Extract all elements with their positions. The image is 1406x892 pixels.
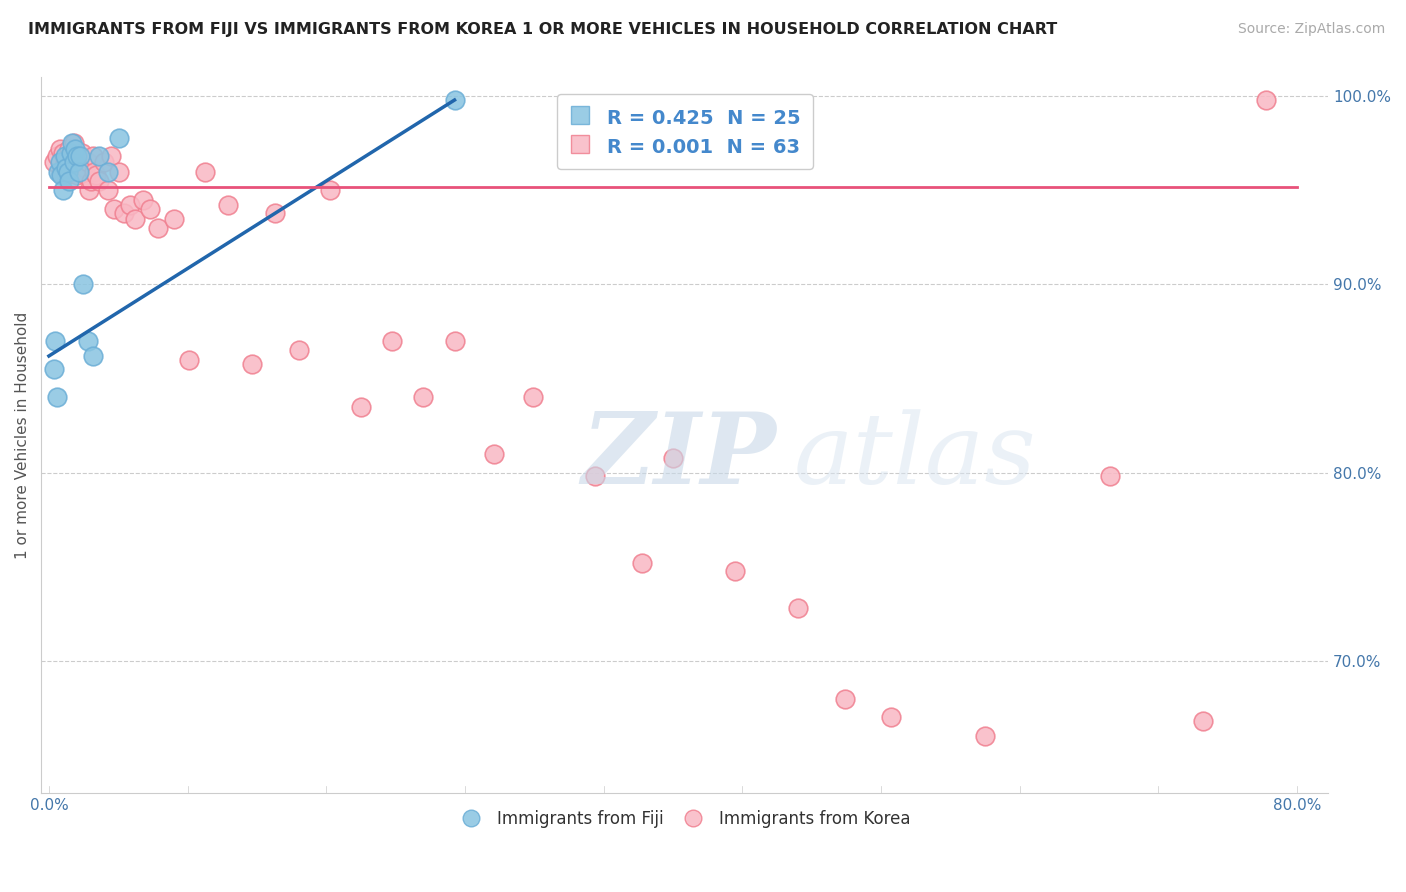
Point bbox=[66, 169, 89, 183]
Text: IMMIGRANTS FROM FIJI VS IMMIGRANTS FROM KOREA 1 OR MORE VEHICLES IN HOUSEHOLD CO: IMMIGRANTS FROM FIJI VS IMMIGRANTS FROM … bbox=[28, 22, 1057, 37]
Point bbox=[83, 164, 105, 178]
Point bbox=[1098, 469, 1121, 483]
Point bbox=[51, 169, 73, 183]
Point bbox=[350, 400, 373, 414]
Point bbox=[60, 149, 83, 163]
Point bbox=[45, 391, 67, 405]
Point bbox=[87, 174, 110, 188]
Point bbox=[55, 169, 77, 183]
Point bbox=[146, 221, 169, 235]
Point bbox=[46, 164, 69, 178]
Point bbox=[974, 729, 997, 743]
Point bbox=[63, 155, 86, 169]
Point bbox=[724, 564, 747, 578]
Point bbox=[1254, 93, 1277, 107]
Point bbox=[834, 691, 856, 706]
Point bbox=[108, 164, 131, 178]
Point bbox=[87, 149, 110, 163]
Point bbox=[58, 142, 80, 156]
Point bbox=[103, 202, 125, 217]
Point bbox=[108, 130, 131, 145]
Point bbox=[112, 206, 135, 220]
Point bbox=[59, 145, 82, 160]
Point bbox=[118, 198, 141, 212]
Point bbox=[69, 149, 91, 163]
Point bbox=[97, 183, 120, 197]
Point bbox=[82, 349, 104, 363]
Point bbox=[44, 334, 66, 348]
Point bbox=[100, 149, 122, 163]
Point bbox=[97, 164, 120, 178]
Point bbox=[84, 169, 107, 183]
Point bbox=[217, 198, 239, 212]
Point bbox=[58, 174, 80, 188]
Point bbox=[56, 164, 79, 178]
Point bbox=[69, 149, 91, 163]
Point bbox=[381, 334, 404, 348]
Point bbox=[287, 343, 309, 358]
Point bbox=[49, 142, 72, 156]
Legend: Immigrants from Fiji, Immigrants from Korea: Immigrants from Fiji, Immigrants from Ko… bbox=[453, 803, 917, 834]
Point bbox=[59, 155, 82, 169]
Point bbox=[163, 211, 186, 226]
Text: atlas: atlas bbox=[794, 409, 1036, 504]
Point bbox=[67, 155, 90, 169]
Point bbox=[72, 277, 94, 292]
Point bbox=[179, 352, 201, 367]
Point bbox=[51, 164, 73, 178]
Point bbox=[319, 183, 342, 197]
Point bbox=[1192, 714, 1215, 728]
Point bbox=[93, 155, 115, 169]
Point bbox=[45, 149, 67, 163]
Point bbox=[264, 206, 287, 220]
Point bbox=[522, 391, 544, 405]
Point bbox=[583, 469, 606, 483]
Point bbox=[194, 164, 217, 178]
Point bbox=[880, 710, 903, 724]
Point bbox=[240, 357, 263, 371]
Point bbox=[63, 136, 86, 151]
Point bbox=[77, 334, 100, 348]
Point bbox=[77, 155, 100, 169]
Point bbox=[70, 145, 93, 160]
Point bbox=[67, 164, 90, 178]
Point bbox=[79, 183, 101, 197]
Point bbox=[443, 93, 465, 107]
Point bbox=[786, 601, 808, 615]
Point bbox=[42, 155, 65, 169]
Point bbox=[56, 164, 79, 178]
Text: ZIP: ZIP bbox=[582, 409, 776, 505]
Point bbox=[60, 136, 83, 151]
Point bbox=[73, 161, 96, 175]
Point bbox=[482, 447, 505, 461]
Y-axis label: 1 or more Vehicles in Household: 1 or more Vehicles in Household bbox=[15, 311, 30, 558]
Point bbox=[630, 556, 652, 570]
Point bbox=[443, 334, 465, 348]
Text: Source: ZipAtlas.com: Source: ZipAtlas.com bbox=[1237, 22, 1385, 37]
Point bbox=[52, 145, 75, 160]
Point bbox=[65, 164, 87, 178]
Point bbox=[139, 202, 162, 217]
Point bbox=[42, 362, 65, 376]
Point bbox=[52, 183, 75, 197]
Point bbox=[55, 161, 77, 175]
Point bbox=[80, 174, 103, 188]
Point bbox=[53, 155, 76, 169]
Point bbox=[131, 193, 153, 207]
Point bbox=[53, 149, 76, 163]
Point bbox=[75, 169, 97, 183]
Point bbox=[124, 211, 146, 226]
Point bbox=[66, 149, 89, 163]
Point bbox=[412, 391, 434, 405]
Point bbox=[49, 155, 72, 169]
Point bbox=[72, 164, 94, 178]
Point bbox=[662, 450, 685, 465]
Point bbox=[65, 142, 87, 156]
Point bbox=[82, 149, 104, 163]
